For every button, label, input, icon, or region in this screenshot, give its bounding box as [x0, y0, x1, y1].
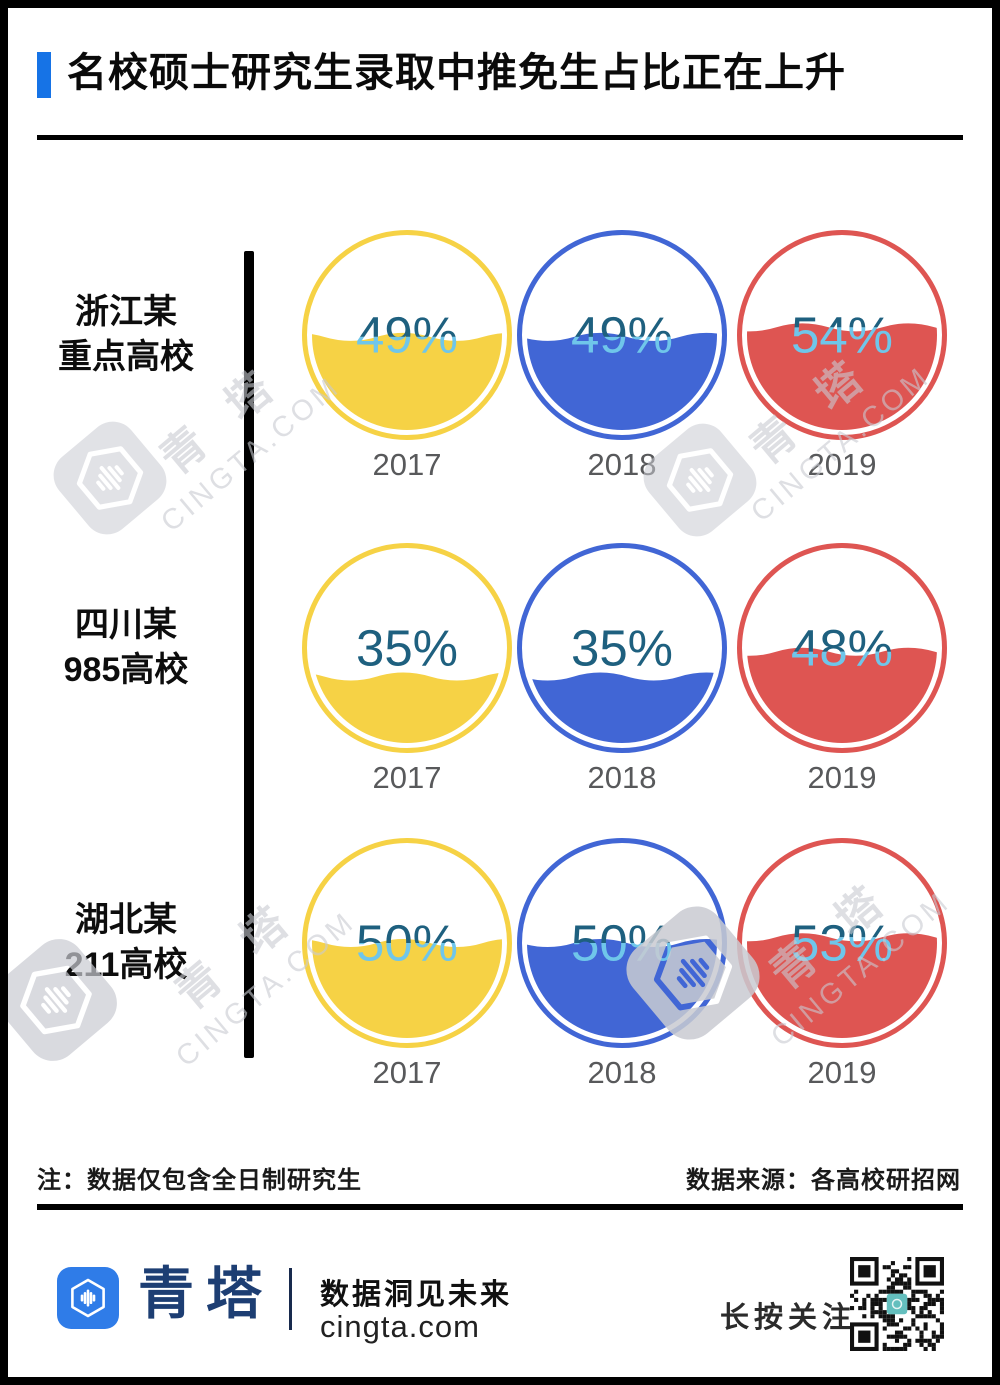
gauge-value: 49% — [571, 307, 673, 364]
gauge-svg: 54% 54% — [737, 230, 947, 440]
brand-logo-icon — [57, 1267, 119, 1329]
gauge-svg: 35% 35% — [302, 543, 512, 753]
row-label-line: 重点高校 — [58, 338, 194, 376]
liquid-gauge-2018: 50% 50% 2018 — [516, 837, 728, 1090]
year-label: 2019 — [807, 760, 877, 795]
gauge-liquid — [312, 939, 502, 1038]
data-source: 数据来源：各高校研招网 — [686, 1167, 961, 1194]
liquid-gauge-2017: 50% 50% 2017 — [301, 837, 513, 1090]
year-label: 2017 — [372, 447, 442, 482]
row-label-line: 四川某 — [75, 606, 177, 645]
row-label-line: 浙江某 — [75, 293, 177, 332]
gauge-liquid — [527, 332, 717, 430]
gauge-value: 35% — [356, 620, 458, 677]
qr-code — [850, 1257, 944, 1351]
year-label: 2018 — [587, 1055, 657, 1090]
year-label: 2019 — [807, 1055, 877, 1090]
page-title: 名校硕士研究生录取中推免生占比正在上升 — [67, 51, 846, 95]
gauge-liquid — [747, 647, 937, 743]
liquid-gauge-2019: 54% 54% 2019 — [736, 229, 948, 482]
gauge-value-submerged: 49% — [571, 307, 673, 364]
gauge-value-submerged: 50% — [356, 915, 458, 972]
gauge-value-submerged: 48% — [791, 620, 893, 677]
title-accent-bar — [37, 52, 51, 98]
liquid-gauge-2018: 35% 35% 2018 — [516, 542, 728, 795]
brand-tagline: 数据洞见未来 — [320, 1279, 513, 1311]
gauge-value-submerged: 53% — [791, 915, 893, 972]
gauge-row: 四川某 985高校 35% 35% 2017 35% 35% 2018 48% 4… — [8, 542, 992, 802]
row-label-line: 211高校 — [64, 946, 188, 984]
year-label: 2018 — [587, 760, 657, 795]
gauge-svg: 35% 35% — [517, 543, 727, 753]
row-label: 四川某 985高校 — [20, 586, 232, 710]
gauge-liquid — [747, 323, 937, 430]
row-label-line: 湖北某 — [75, 901, 177, 940]
gauge-liquid — [747, 933, 937, 1038]
gauge-svg: 50% 50% — [517, 838, 727, 1048]
gauge-value: 54% — [791, 307, 893, 364]
gauge-svg: 48% 48% — [737, 543, 947, 753]
year-label: 2017 — [372, 1055, 442, 1090]
gauge-value-submerged: 54% — [791, 307, 893, 364]
qr-caption: 长按关注 — [720, 1302, 857, 1334]
footnote: 注：数据仅包含全日制研究生 — [37, 1167, 362, 1194]
footer-divider — [37, 1204, 963, 1210]
liquid-gauge-2017: 49% 49% 2017 — [301, 229, 513, 482]
header-divider — [37, 135, 963, 140]
gauge-svg: 49% 49% — [517, 230, 727, 440]
gauge-liquid — [312, 332, 502, 430]
year-label: 2019 — [807, 447, 877, 482]
year-label: 2018 — [587, 447, 657, 482]
gauge-svg: 53% 53% — [737, 838, 947, 1048]
brand-website: cingta.com — [320, 1309, 480, 1344]
row-label: 湖北某 211高校 — [20, 881, 232, 1005]
qr-modules — [850, 1257, 944, 1351]
gauge-value: 50% — [356, 915, 458, 972]
brand-name: 青塔 — [138, 1261, 274, 1327]
gauge-liquid — [527, 672, 717, 743]
tower-wave-icon — [57, 1267, 119, 1329]
brand-divider — [289, 1268, 292, 1330]
gauge-value: 48% — [791, 620, 893, 677]
row-label-line: 985高校 — [63, 651, 189, 689]
row-label: 浙江某 重点高校 — [20, 273, 232, 397]
gauge-liquid — [312, 672, 502, 743]
gauge-row: 湖北某 211高校 50% 50% 2017 50% 50% 2018 53% 5… — [8, 837, 992, 1097]
chart-axis-bar — [244, 251, 254, 1058]
gauge-value-submerged: 49% — [356, 307, 458, 364]
gauge-svg: 49% 49% — [302, 230, 512, 440]
liquid-gauge-2019: 48% 48% 2019 — [736, 542, 948, 795]
gauge-value: 35% — [571, 620, 673, 677]
gauge-value: 53% — [791, 915, 893, 972]
liquid-gauge-2018: 49% 49% 2018 — [516, 229, 728, 482]
year-label: 2017 — [372, 760, 442, 795]
liquid-gauge-2019: 53% 53% 2019 — [736, 837, 948, 1090]
gauge-svg: 50% 50% — [302, 838, 512, 1048]
liquid-gauge-2017: 35% 35% 2017 — [301, 542, 513, 795]
gauge-value: 49% — [356, 307, 458, 364]
